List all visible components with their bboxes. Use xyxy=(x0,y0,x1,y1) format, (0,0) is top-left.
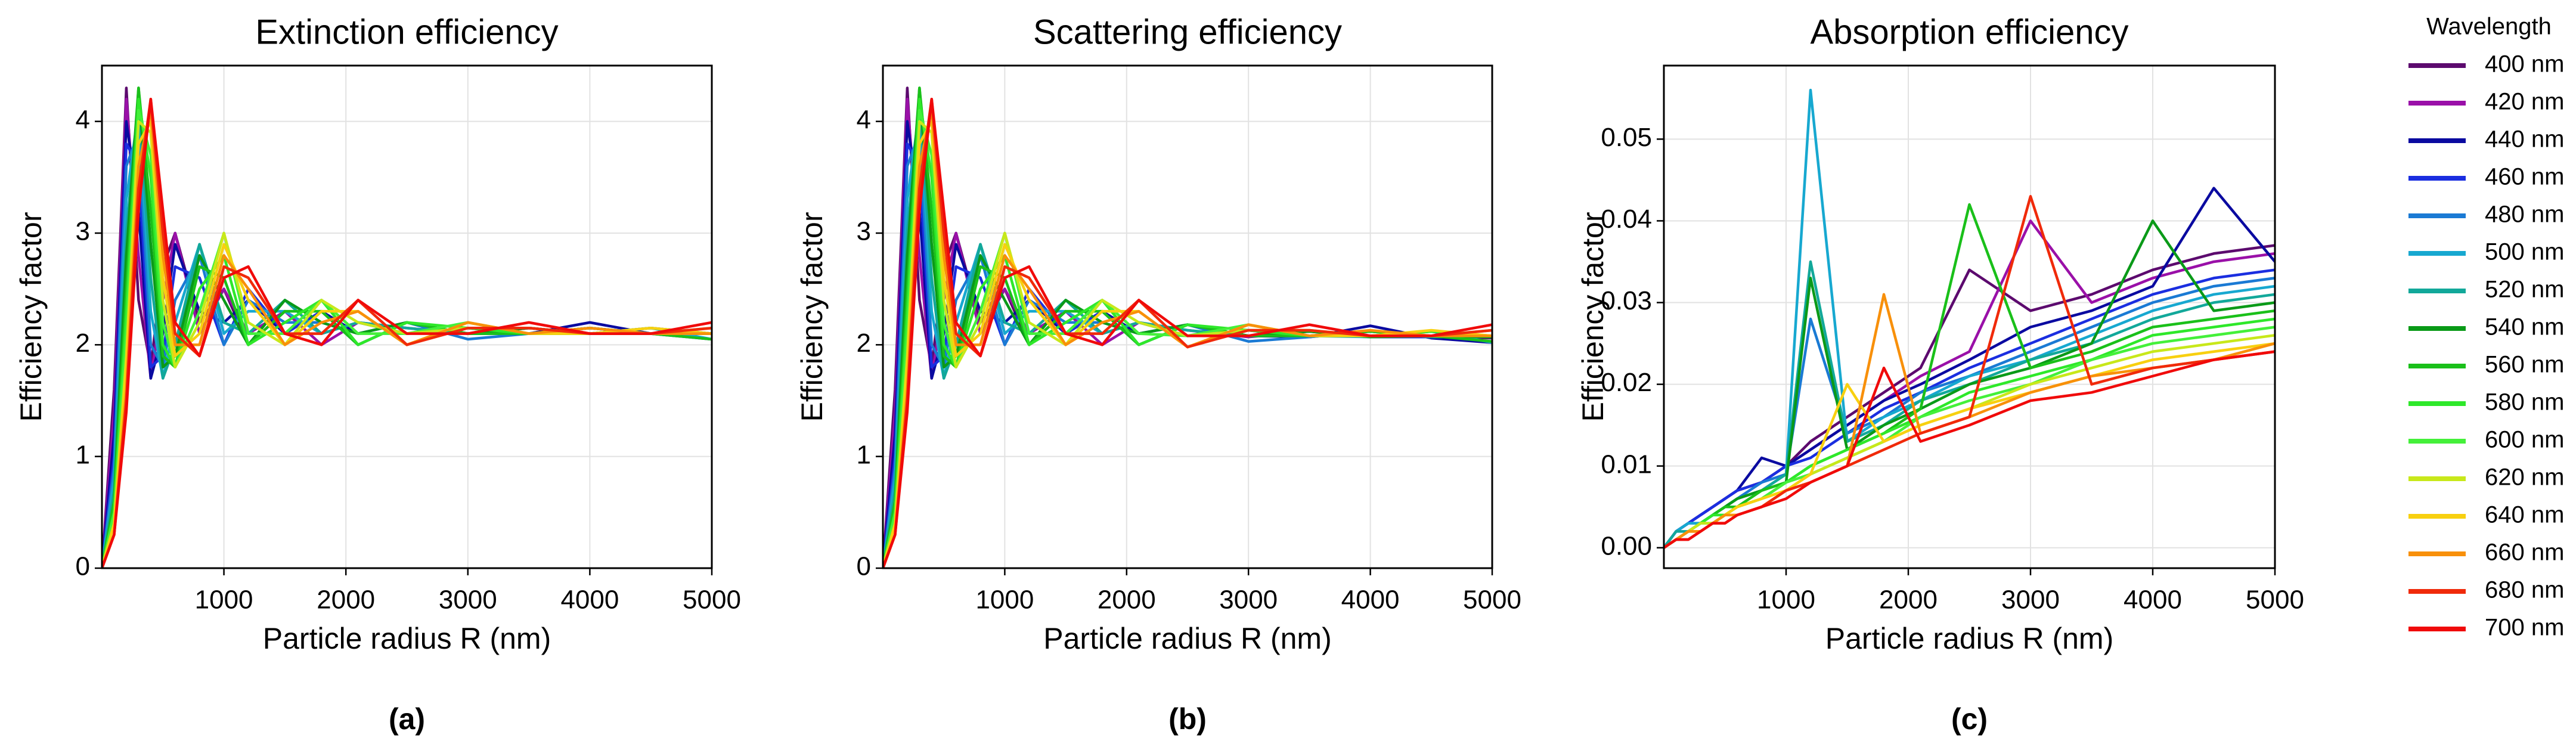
series-line xyxy=(883,109,1492,568)
y-tick-label: 1 xyxy=(76,440,90,469)
legend-label: 540 nm xyxy=(2485,314,2564,340)
y-axis-label: Efficiency factor xyxy=(14,212,48,422)
y-tick-label: 4 xyxy=(76,105,90,134)
legend-label: 640 nm xyxy=(2485,502,2564,528)
x-axis-label: Particle radius R (nm) xyxy=(1825,622,2113,655)
series-line xyxy=(883,97,1492,568)
series-line xyxy=(102,142,712,568)
x-tick-label: 2000 xyxy=(1879,585,1938,615)
legend-label: 680 nm xyxy=(2485,577,2564,603)
panel-label: (a) xyxy=(389,702,425,736)
y-tick-label: 0.00 xyxy=(1601,531,1652,560)
series-line xyxy=(1664,244,2275,549)
series-line xyxy=(1664,317,2275,549)
legend-title: Wavelength xyxy=(2426,14,2552,40)
x-axis-label: Particle radius R (nm) xyxy=(1043,622,1331,655)
y-tick-label: 4 xyxy=(857,105,871,134)
series-line xyxy=(102,97,712,568)
x-tick-label: 1000 xyxy=(975,585,1034,615)
x-tick-label: 3000 xyxy=(2001,585,2060,615)
legend-label: 620 nm xyxy=(2485,464,2564,491)
plot-lines xyxy=(1664,88,2275,549)
series-line xyxy=(1664,268,2275,549)
chart-title: Scattering efficiency xyxy=(1033,13,1342,51)
series-line xyxy=(1664,342,2275,549)
panel-label: (c) xyxy=(1951,702,1988,736)
chart-title: Absorption efficiency xyxy=(1810,13,2128,51)
x-tick-label: 1000 xyxy=(195,585,253,615)
legend-label: 580 nm xyxy=(2485,389,2564,416)
plot-lines xyxy=(883,86,1492,568)
x-tick-label: 5000 xyxy=(1463,585,1521,615)
x-tick-label: 2000 xyxy=(1098,585,1156,615)
plot-lines xyxy=(102,86,712,568)
x-axis-label: Particle radius R (nm) xyxy=(263,622,551,655)
x-tick-label: 3000 xyxy=(439,585,497,615)
y-tick-label: 0 xyxy=(857,552,871,581)
y-tick-label: 1 xyxy=(857,440,871,469)
legend-label: 700 nm xyxy=(2485,615,2564,641)
panel-label: (b) xyxy=(1168,702,1207,736)
y-tick-label: 0.01 xyxy=(1601,450,1652,479)
y-tick-label: 0.04 xyxy=(1601,204,1652,234)
legend-label: 520 nm xyxy=(2485,277,2564,303)
legend-label: 420 nm xyxy=(2485,89,2564,115)
series-line xyxy=(1664,88,2275,549)
y-axis-label: Efficiency factor xyxy=(795,212,829,422)
x-tick-label: 5000 xyxy=(683,585,741,615)
y-axis-label: Efficiency factor xyxy=(1576,212,1610,422)
y-tick-label: 0.02 xyxy=(1601,368,1652,397)
legend-label: 660 nm xyxy=(2485,540,2564,566)
legend-label: 560 nm xyxy=(2485,352,2564,378)
legend-label: 460 nm xyxy=(2485,164,2564,190)
y-tick-label: 2 xyxy=(857,328,871,358)
y-tick-label: 0 xyxy=(76,552,90,581)
series-line xyxy=(883,97,1492,568)
chart-title: Extinction efficiency xyxy=(255,13,558,51)
y-tick-label: 3 xyxy=(857,217,871,246)
legend-label: 480 nm xyxy=(2485,202,2564,228)
y-tick-label: 2 xyxy=(76,328,90,358)
series-line xyxy=(883,142,1492,568)
legend-label: 440 nm xyxy=(2485,126,2564,153)
x-tick-label: 4000 xyxy=(1341,585,1400,615)
series-line xyxy=(102,109,712,568)
legend-label: 600 nm xyxy=(2485,427,2564,453)
plot-frame xyxy=(1663,64,2276,569)
x-tick-label: 1000 xyxy=(1757,585,1815,615)
plot-frame xyxy=(882,64,1493,569)
legend-label: 400 nm xyxy=(2485,51,2564,78)
x-tick-label: 5000 xyxy=(2246,585,2304,615)
plot-frame xyxy=(101,64,713,569)
legend-label: 500 nm xyxy=(2485,239,2564,265)
series-line xyxy=(1664,260,2275,549)
x-tick-label: 4000 xyxy=(2124,585,2182,615)
x-tick-label: 4000 xyxy=(560,585,619,615)
x-tick-label: 3000 xyxy=(1219,585,1278,615)
y-tick-label: 0.03 xyxy=(1601,286,1652,315)
series-line xyxy=(1664,350,2275,549)
series-line xyxy=(102,97,712,568)
y-tick-label: 0.05 xyxy=(1601,123,1652,152)
y-tick-label: 3 xyxy=(76,217,90,246)
x-tick-label: 2000 xyxy=(317,585,375,615)
